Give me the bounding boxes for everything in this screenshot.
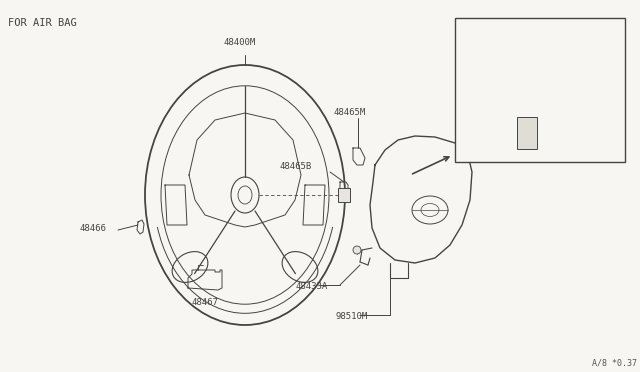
Text: F/ASCD SW: F/ASCD SW	[461, 24, 514, 34]
Text: 48465B: 48465B	[280, 162, 312, 171]
Bar	[517, 117, 537, 149]
Text: 48466: 48466	[80, 224, 107, 233]
Text: A/8 *0.37: A/8 *0.37	[592, 358, 637, 367]
Text: (25551): (25551)	[477, 64, 515, 73]
Text: 48400M: 48400M	[223, 38, 255, 47]
Text: SEE SEC.251E: SEE SEC.251E	[477, 50, 541, 59]
Text: FOR AIR BAG: FOR AIR BAG	[8, 18, 77, 28]
Bar	[455, 18, 625, 162]
Text: 48467: 48467	[192, 298, 219, 307]
Bar	[338, 188, 350, 202]
Text: 48433A: 48433A	[295, 282, 327, 291]
Text: 98510M: 98510M	[335, 312, 367, 321]
Ellipse shape	[353, 246, 361, 254]
Text: 48465M: 48465M	[333, 108, 365, 117]
